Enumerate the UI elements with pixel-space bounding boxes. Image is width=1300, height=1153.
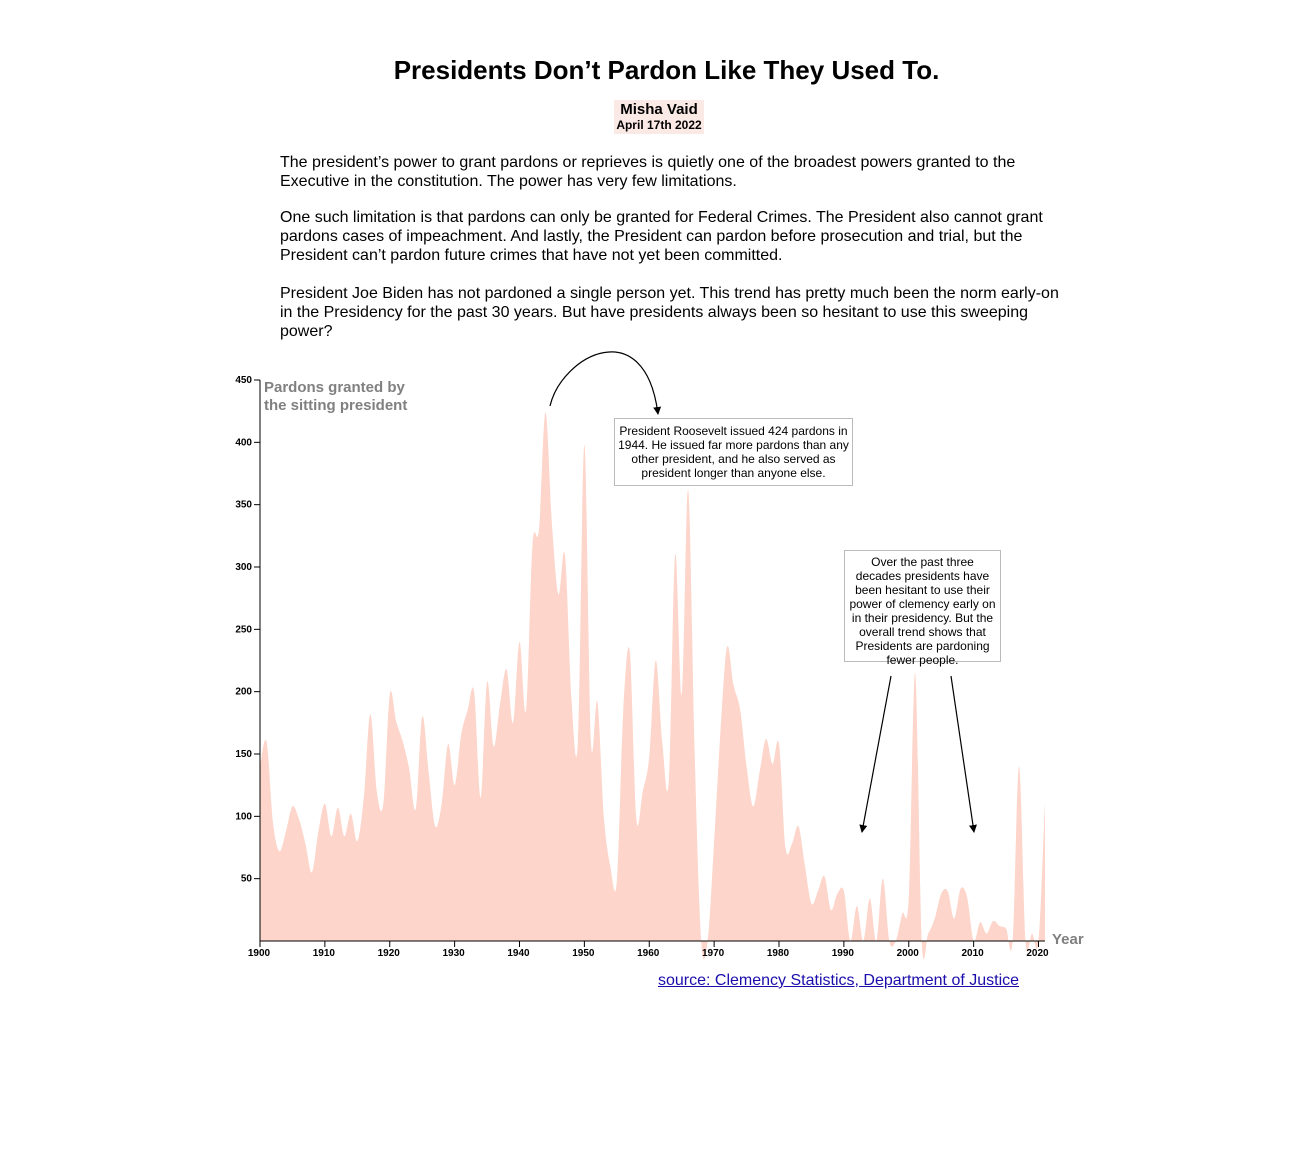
- article-title: Presidents Don’t Pardon Like They Used T…: [393, 55, 940, 85]
- x-tick-label: 2020: [1026, 948, 1049, 959]
- source-link[interactable]: source: Clemency Statistics, Department …: [658, 972, 1020, 989]
- y-tick-label: 200: [235, 687, 252, 698]
- x-tick-label: 2010: [962, 948, 985, 959]
- y-tick-label: 450: [235, 375, 252, 386]
- y-tick-label: 350: [235, 500, 252, 511]
- intro-paragraph-1: The president’s power to grant pardons o…: [280, 154, 1016, 190]
- y-tick-label: 300: [235, 562, 252, 573]
- trend-annotation: Over the past three decades presidents h…: [844, 550, 1001, 667]
- roosevelt-annotation: President Roosevelt issued 424 pardons i…: [614, 418, 853, 486]
- x-tick-label: 1980: [767, 948, 790, 959]
- intro-paragraph-3: President Joe Biden has not pardoned a s…: [280, 285, 1059, 340]
- publish-date: April 17th 2022: [616, 118, 702, 132]
- roosevelt-arrow: [549, 351, 662, 415]
- y-tick-label: 50: [241, 874, 253, 885]
- x-tick-label: 2000: [897, 948, 920, 959]
- x-tick-label: 1930: [443, 948, 466, 959]
- x-tick-label: 1920: [378, 948, 401, 959]
- y-tick-label: 250: [235, 624, 252, 635]
- x-tick-label: 1900: [248, 948, 271, 959]
- pardons-area: [260, 412, 1045, 960]
- axes: 1900 1910 1920 1930 1940 1950 1960 1970 1980 1990…: [235, 375, 1049, 959]
- y-tick-label: 150: [235, 749, 252, 760]
- x-axis-label: Year: [1052, 931, 1084, 948]
- y-tick-label: 400: [235, 437, 252, 448]
- trend-arrow-right: [950, 675, 977, 833]
- trend-arrow-left: [859, 675, 892, 833]
- x-tick-label: 1950: [572, 948, 595, 959]
- y-tick-label: 100: [235, 811, 252, 822]
- x-tick-label: 1990: [832, 948, 855, 959]
- x-tick-label: 1940: [507, 948, 530, 959]
- author-name: Misha Vaid: [620, 101, 698, 118]
- byline: Misha Vaid April 17th 2022: [614, 100, 704, 134]
- x-tick-label: 1960: [637, 948, 660, 959]
- x-tick-label: 1910: [313, 948, 336, 959]
- x-tick-label: 1970: [702, 948, 725, 959]
- y-axis-label-line-1: Pardons granted by: [264, 379, 406, 396]
- intro-paragraph-2: One such limitation is that pardons can …: [280, 209, 1043, 264]
- y-axis-label-line-2: the sitting president: [264, 397, 407, 414]
